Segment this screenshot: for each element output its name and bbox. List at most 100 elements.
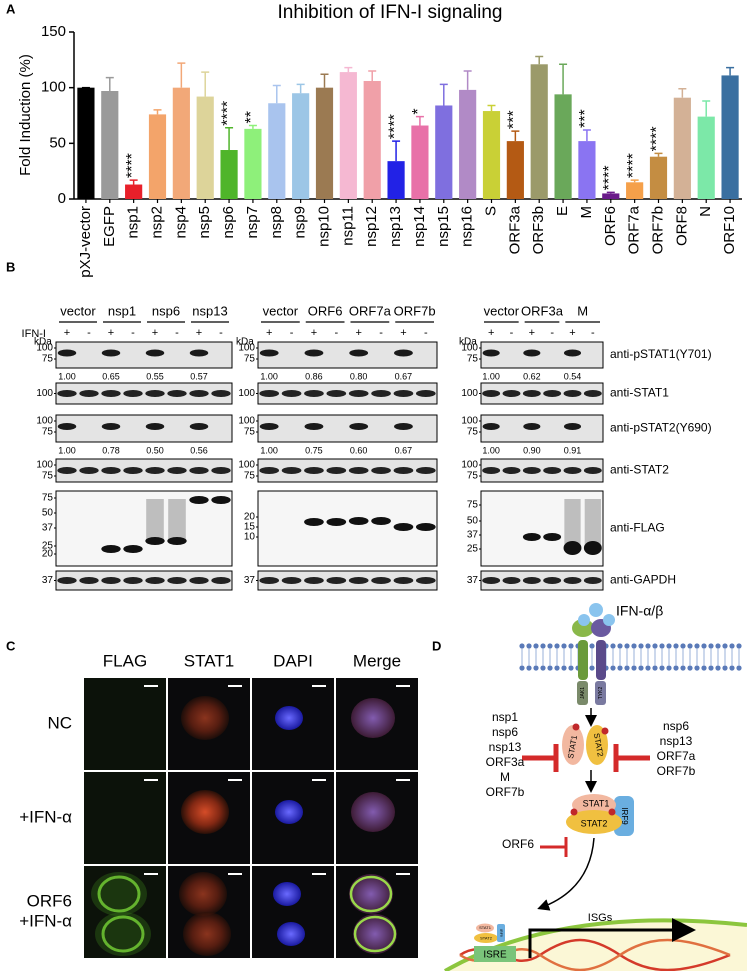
band [415,390,436,397]
kda-marker: 100 [238,343,255,354]
quantification: 1.00 [260,371,278,381]
inhibitor-label: nsp6 [663,719,689,733]
lipid [526,643,532,649]
band [281,390,302,397]
x-tick-label: nsp5 [196,206,213,239]
band [123,390,143,397]
blot [480,490,604,567]
lane-label: vector [60,303,96,318]
band [167,537,187,545]
ligand-label: IFN-α/β [616,603,663,619]
lipid [694,643,700,649]
treatment-sign: - [175,327,179,339]
band [304,518,324,526]
error-bar [463,70,472,90]
flag-signal [101,915,145,953]
x-tick-label: ORF7b [649,206,666,254]
significance: **** [601,165,618,190]
band [145,467,165,474]
error-bar [511,130,520,142]
lipid [729,643,735,649]
band [393,467,414,474]
ifn-label: IFN-I [22,328,46,340]
band [563,423,582,430]
kda-marker: 100 [238,460,255,471]
x-tick-label: nsp9 [292,206,309,239]
band [371,467,391,474]
lipid [687,643,693,649]
kda-marker: 100 [238,416,255,427]
y-tick-label: 100 [41,79,66,96]
band [101,467,121,474]
band [189,577,209,584]
kda-marker: 75 [467,471,479,482]
smear [146,499,164,541]
antibody-label: anti-pSTAT2(Y690) [610,421,712,435]
band [326,390,347,397]
band [393,523,414,531]
band [563,541,582,555]
band [304,349,324,357]
treatment-sign: + [64,327,70,339]
quantification: 0.57 [190,371,208,381]
kda-marker: 100 [461,388,478,399]
ligand [603,614,615,626]
flag-signal [97,875,141,913]
smear [168,499,186,541]
x-tick-label: ORF8 [673,206,690,246]
treatment-sign: - [550,327,554,339]
lipid [631,665,637,671]
inhibitor-label: ORF7a [657,749,696,763]
bar [220,150,238,199]
stat1 [476,923,494,933]
quantification: 0.86 [305,371,323,381]
lane-label: M [577,303,588,318]
error-bar [177,62,186,88]
lipid [638,665,644,671]
band [57,390,77,397]
bar [268,103,286,199]
membrane [519,643,742,671]
band [57,349,77,357]
bar [363,80,381,199]
quantification: 1.00 [58,445,76,455]
lipid [540,665,546,671]
phospho [572,723,580,731]
band [482,390,501,397]
y-tick-label: 150 [41,23,66,40]
band [259,467,280,474]
lipid [526,665,532,671]
treatment-sign: + [311,327,317,339]
band [123,467,143,474]
band [189,349,209,357]
lipid [568,643,574,649]
nucleus [445,920,747,971]
x-tick-label: nsp8 [268,206,285,239]
lipid [729,665,735,671]
x-tick-label: N [697,206,714,217]
merge-signal [351,792,395,832]
bar [578,141,596,199]
transcription-arrow [528,918,696,958]
kda-marker: 50 [467,516,479,527]
kda-marker: 100 [36,416,53,427]
kinase-label: TYK2 [598,687,604,700]
treatment-sign: + [355,327,361,339]
lane-label: ORF7a [349,303,392,318]
error-bar [392,140,401,162]
band [101,423,121,430]
quantification: 0.91 [564,445,582,455]
treatment-sign: + [196,327,202,339]
kda-marker: 37 [42,575,54,586]
inhibitor-label: nsp1 [492,710,518,724]
band [167,577,187,584]
lipid [680,665,686,671]
band [543,533,562,541]
lipid [554,665,560,671]
channel-label: STAT1 [184,651,234,670]
chart-title: Inhibition of IFN-I signaling [278,2,503,23]
treatment-sign: - [591,327,595,339]
x-tick-label: ORF6 [602,206,619,246]
y-tick-label: 0 [58,190,66,207]
stat2 [586,725,608,765]
